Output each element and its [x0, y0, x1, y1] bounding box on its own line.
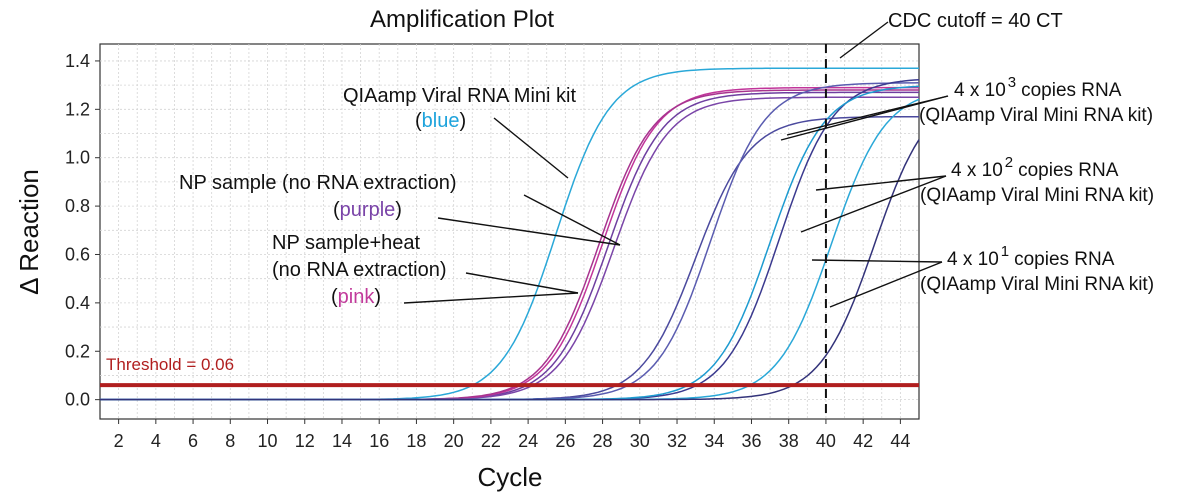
y-tick-label: 1.2 — [65, 99, 90, 119]
x-tick-label: 28 — [593, 431, 613, 451]
y-tick-label: 0.2 — [65, 341, 90, 361]
x-tick-label: 40 — [816, 431, 836, 451]
leader-4e2-b — [800, 175, 947, 233]
y-tick-label: 0.4 — [65, 293, 90, 313]
annotation-leaders — [403, 21, 949, 308]
x-tick-label: 6 — [188, 431, 198, 451]
x-tick-label: 42 — [853, 431, 873, 451]
annotation-qiaamp-color: (blue) — [415, 110, 466, 132]
x-tick-label: 10 — [258, 431, 278, 451]
annotation-np-heat-title1: NP sample+heat — [272, 232, 421, 254]
annotation-4e2: 4 x 10 2 copies RNA — [951, 154, 1119, 181]
y-tick-label: 0.6 — [65, 244, 90, 264]
annotation-4e3: 4 x 10 3 copies RNA — [954, 74, 1122, 101]
leader-4e2-a — [815, 175, 947, 191]
annotation-np-heat-title2: (no RNA extraction) — [272, 259, 447, 281]
x-tick-label: 36 — [741, 431, 761, 451]
threshold-label: Threshold = 0.06 — [106, 355, 234, 374]
x-tick-label: 22 — [481, 431, 501, 451]
x-axis: 2 4 6 8 10 12 14 16 18 20 22 24 26 28 30 32 34 36 38 40 42 44 — [114, 419, 910, 451]
leader-np-b — [437, 217, 621, 246]
x-tick-label: 24 — [518, 431, 538, 451]
leader-4e3-b — [780, 95, 949, 141]
y-tick-label: 0.0 — [65, 390, 90, 410]
x-tick-label: 8 — [225, 431, 235, 451]
y-axis-title: Δ Reaction — [14, 169, 44, 295]
leader-np-a — [523, 194, 621, 246]
x-tick-label: 38 — [779, 431, 799, 451]
x-tick-label: 26 — [555, 431, 575, 451]
x-tick-label: 34 — [704, 431, 724, 451]
amplification-curve — [100, 139, 920, 401]
annotation-np-color: (purple) — [333, 199, 402, 221]
x-tick-label: 14 — [332, 431, 352, 451]
leader-heat-a — [465, 272, 579, 294]
annotation-np-title: NP sample (no RNA extraction) — [179, 172, 457, 194]
leader-cutoff — [839, 21, 889, 59]
x-tick-label: 44 — [890, 431, 910, 451]
x-tick-label: 20 — [444, 431, 464, 451]
x-tick-label: 12 — [295, 431, 315, 451]
annotation-np-heat-color: (pink) — [331, 286, 381, 308]
y-tick-label: 0.8 — [65, 196, 90, 216]
x-tick-label: 30 — [630, 431, 650, 451]
x-tick-label: 2 — [114, 431, 124, 451]
x-tick-label: 4 — [151, 431, 161, 451]
leader-4e1-a — [811, 259, 943, 263]
y-tick-label: 1.0 — [65, 148, 90, 168]
x-tick-label: 16 — [369, 431, 389, 451]
x-tick-label: 32 — [667, 431, 687, 451]
leader-qiaamp — [493, 117, 569, 179]
cdc-cutoff-label: CDC cutoff = 40 CT — [888, 10, 1063, 32]
annotation-4e2-kit: (QIAamp Viral Mini RNA kit) — [920, 185, 1154, 206]
annotation-4e3-kit: (QIAamp Viral Mini RNA kit) — [919, 105, 1153, 126]
chart-title: Amplification Plot — [370, 6, 554, 33]
amplification-curves — [100, 67, 920, 401]
annotation-4e1-kit: (QIAamp Viral Mini RNA kit) — [920, 274, 1154, 295]
leader-heat-b — [403, 292, 579, 304]
y-tick-label: 1.4 — [65, 51, 90, 71]
x-tick-label: 18 — [406, 431, 426, 451]
x-axis-title: Cycle — [477, 462, 542, 492]
leader-4e1-b — [829, 261, 943, 308]
annotation-4e1: 4 x 10 1 copies RNA — [947, 243, 1115, 270]
y-axis: 0.0 0.2 0.4 0.6 0.8 1.0 1.2 1.4 — [65, 51, 100, 410]
annotation-qiaamp-title: QIAamp Viral RNA Mini kit — [343, 85, 576, 107]
